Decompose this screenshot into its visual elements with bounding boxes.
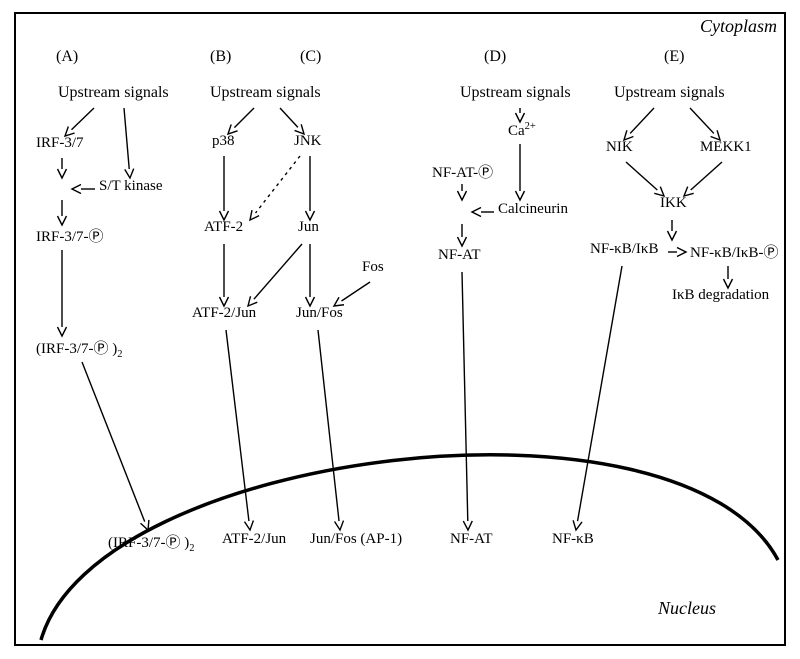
pathway-bc-upstream: Upstream signals [210, 84, 321, 102]
arrowhead [472, 208, 481, 217]
label-cytoplasm: Cytoplasm [700, 16, 777, 37]
edge [630, 108, 654, 133]
pathway-e-col_label: (E) [664, 48, 684, 66]
pathway-bc-node-atf2: ATF-2 [204, 219, 243, 236]
edge [280, 108, 298, 127]
pathway-d-upstream: Upstream signals [460, 84, 571, 102]
pathway-bc-node-p38: p38 [212, 133, 235, 150]
arrowhead [244, 521, 253, 530]
pathway-a-node-dimer_cyt: (IRF-3/7-Ⓟ )2 [36, 337, 123, 360]
pathway-d-node-ca2: Ca2+ [508, 121, 536, 140]
arrowhead [458, 191, 467, 200]
edge [341, 282, 370, 301]
pathway-bc-node-atf2jun_nuc: ATF-2/Jun [222, 531, 286, 548]
arrowhead [72, 185, 81, 194]
pathway-a-node-stkinase: S/T kinase [99, 178, 162, 195]
arrowhead [458, 237, 467, 246]
pathway-bc-node-jun: Jun [298, 219, 319, 236]
pathway-bc-col_label_b: (B) [210, 48, 231, 66]
label-nucleus: Nucleus [658, 598, 716, 619]
pathway-a-node-dimer_nuc: (IRF-3/7-Ⓟ )2 [108, 531, 195, 554]
arrowhead [58, 216, 67, 225]
arrowhead [516, 191, 525, 200]
edge [626, 162, 657, 190]
pathway-e-node-ikb_deg: IκB degradation [672, 287, 769, 304]
arrowhead [58, 327, 67, 336]
edge [256, 156, 300, 213]
arrowhead [573, 520, 582, 530]
edge [691, 162, 722, 190]
pathway-bc-col_label_c: (C) [300, 48, 321, 66]
edge [690, 108, 714, 133]
edge [254, 244, 302, 299]
edge [318, 330, 339, 521]
pathway-bc-node-junfos_nuc: Jun/Fos (AP-1) [310, 531, 402, 548]
edge [234, 108, 254, 128]
pathway-d-node-nfatp: NF-AT-Ⓟ [432, 161, 493, 182]
pathway-bc-node-jnk: JNK [294, 133, 322, 150]
arrowhead [58, 169, 67, 178]
pathway-bc-node-atf2jun_cyt: ATF-2/Jun [192, 305, 256, 322]
pathway-a-node-irf37: IRF-3/7 [36, 135, 84, 152]
arrowhead [335, 521, 344, 530]
pathway-e-upstream: Upstream signals [614, 84, 725, 102]
arrowhead [677, 248, 686, 257]
pathway-a-upstream: Upstream signals [58, 84, 169, 102]
pathway-d-node-nfat_nuc: NF-AT [450, 531, 493, 548]
arrowhead [125, 169, 134, 178]
pathway-d-node-calcineurin: Calcineurin [498, 201, 568, 218]
pathway-e-node-nfkb_ikbp: NF-κB/IκB-Ⓟ [690, 241, 778, 262]
edge [71, 108, 94, 130]
arrowhead [463, 521, 472, 530]
pathway-e-node-nfkb_ikb: NF-κB/IκB [590, 241, 658, 258]
pathway-e-node-nik: NIK [606, 139, 633, 156]
pathway-d-node-nfat_cyt: NF-AT [438, 247, 481, 264]
pathway-bc-node-fos: Fos [362, 259, 384, 276]
edge [578, 266, 622, 521]
edge [124, 108, 129, 169]
arrowhead [668, 231, 677, 240]
pathway-d-col_label: (D) [484, 48, 506, 66]
edge [462, 272, 468, 521]
edge [82, 362, 145, 522]
arrowhead [250, 210, 259, 220]
diagram-canvas: Cytoplasm Nucleus (A) Upstream signals IRF-3… [0, 0, 800, 659]
pathway-a-node-irf37p: IRF-3/7-Ⓟ [36, 225, 104, 246]
pathway-a-col_label: (A) [56, 48, 78, 66]
pathway-e-node-nfkb_nuc: NF-κB [552, 531, 594, 548]
pathway-bc-node-junfos_cyt: Jun/Fos [296, 305, 343, 322]
pathway-e-node-ikk: IKK [660, 195, 687, 212]
pathway-e-node-mekk1: MEKK1 [700, 139, 752, 156]
